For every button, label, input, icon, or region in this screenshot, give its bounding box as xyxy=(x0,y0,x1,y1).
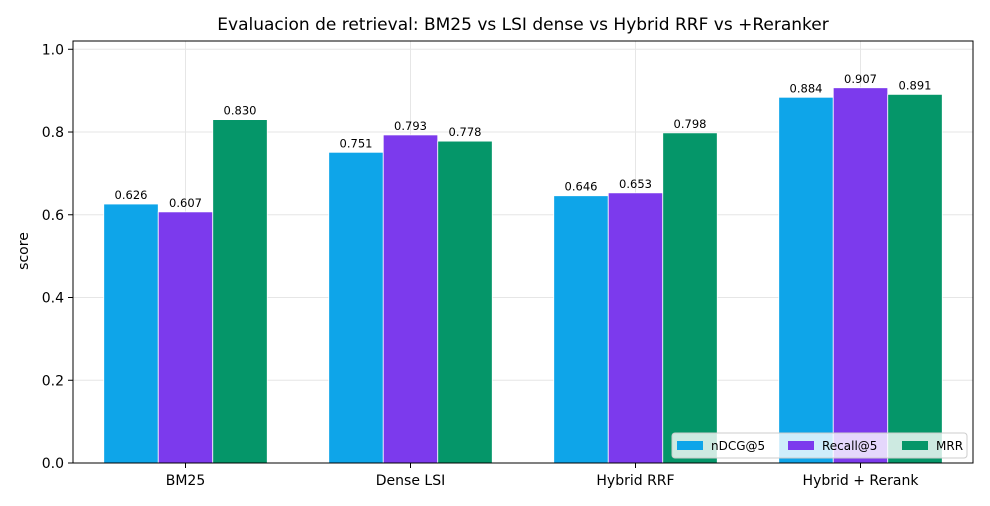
bar-recall-5 xyxy=(382,134,439,464)
bar-recall-5 xyxy=(157,211,214,464)
bar-recall-5 xyxy=(832,87,889,464)
data-labels: 0.626 0.607 0.830 0.751 0.793 0.778 0.646 0.653… xyxy=(115,72,932,210)
data-label: 0.607 xyxy=(169,196,202,210)
data-label: 0.891 xyxy=(899,78,932,92)
y-tick-label: 1.0 xyxy=(42,42,64,58)
bars xyxy=(103,87,943,464)
data-label: 0.778 xyxy=(449,125,482,139)
y-tick-label: 0.4 xyxy=(42,291,64,307)
bar-mrr xyxy=(212,119,268,464)
bar-ndcg-5 xyxy=(553,195,609,464)
y-tick-label: 0.8 xyxy=(42,125,64,141)
legend-box xyxy=(671,432,968,459)
data-label: 0.751 xyxy=(340,136,373,150)
x-tick-label: Dense LSI xyxy=(376,473,445,489)
legend-swatch xyxy=(788,441,814,450)
data-label: 0.653 xyxy=(619,177,652,191)
legend-label: Recall@5 xyxy=(822,439,877,453)
data-label: 0.626 xyxy=(115,188,148,202)
data-label: 0.884 xyxy=(790,81,823,95)
x-tick-label: Hybrid + Rerank xyxy=(803,473,920,489)
y-tick-label: 0.6 xyxy=(42,208,64,224)
x-tick-label: Hybrid RRF xyxy=(596,473,674,489)
bar-mrr xyxy=(887,93,943,464)
data-label: 0.798 xyxy=(674,117,707,131)
legend-label: MRR xyxy=(936,439,963,453)
bar-ndcg-5 xyxy=(778,96,834,464)
bar-ndcg-5 xyxy=(103,203,159,464)
legend-label: nDCG@5 xyxy=(711,439,765,453)
data-label: 0.793 xyxy=(394,119,427,133)
chart-title: Evaluacion de retrieval: BM25 vs LSI den… xyxy=(217,15,828,35)
y-axis-label: score xyxy=(16,232,32,270)
axis-ticks: 0.0 0.2 0.4 0.6 0.8 1.0 BM25 Dense LSI Hybrid RR… xyxy=(42,42,920,489)
data-label: 0.907 xyxy=(844,72,877,86)
data-label: 0.830 xyxy=(224,104,257,118)
plot-frame xyxy=(72,40,974,464)
legend-swatch xyxy=(677,441,703,450)
bar-ndcg-5 xyxy=(328,151,384,464)
legend: nDCG@5 Recall@5 MRR xyxy=(671,432,968,459)
bar-mrr xyxy=(662,132,718,464)
bar-recall-5 xyxy=(607,192,664,464)
bar-mrr xyxy=(437,140,493,464)
data-label: 0.646 xyxy=(565,180,598,194)
y-tick-label: 0.0 xyxy=(42,456,64,472)
legend-swatch xyxy=(902,441,928,450)
x-tick-label: BM25 xyxy=(166,473,206,489)
y-tick-label: 0.2 xyxy=(42,373,64,389)
